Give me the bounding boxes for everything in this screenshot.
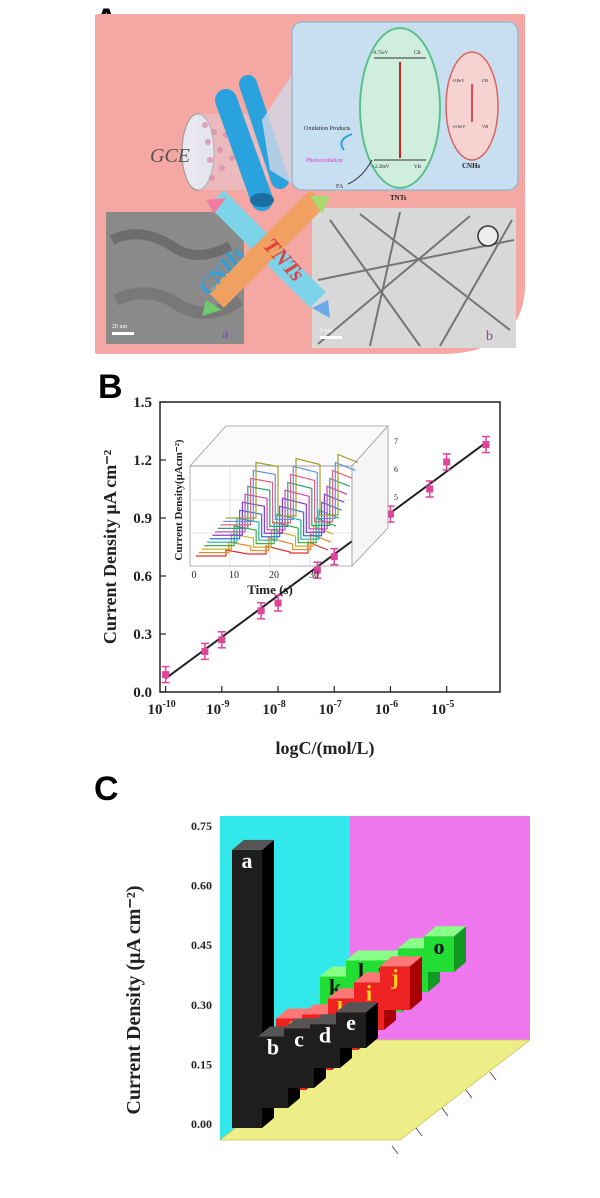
micrograph-a-scale: 20 nm	[112, 324, 128, 330]
calibration-x-axis-label: logC/(mol/L)	[276, 738, 375, 759]
cnhs-band-label: CNHs	[462, 162, 481, 170]
data-point	[313, 561, 322, 579]
bar: e	[336, 1002, 378, 1048]
bar: j	[380, 956, 422, 1010]
inset-y-axis-label: Current Density(μAcm⁻²)	[173, 439, 185, 560]
schematic-panel: GCE -0.75eV CB +2.28eV VB TNTs -0.8eV CB…	[95, 14, 525, 354]
band-diagram-inset: -0.75eV CB +2.28eV VB TNTs -0.8eV CB +0.…	[291, 21, 519, 202]
panel-c-letter: C	[94, 770, 119, 808]
y-tick-label: 1.5	[133, 395, 152, 411]
bar-label: i	[366, 980, 372, 1005]
inset-trace	[226, 453, 359, 519]
data-point	[481, 435, 490, 454]
data-point	[425, 480, 434, 498]
micrograph-b: 5 nm b	[312, 208, 516, 348]
inset-trace	[209, 501, 342, 540]
tnts-vb-label: VB	[414, 165, 422, 170]
y-tick-label: 0.3	[133, 627, 152, 643]
micrograph-a-label: a	[222, 327, 229, 342]
data-point	[442, 453, 451, 471]
inset-x-ticks: 0 10 20 30	[192, 570, 320, 581]
data-point	[257, 602, 266, 620]
calibration-inset: 0 10 20 30 5 6 7 Current Density(μAcm⁻²) Time…	[173, 424, 398, 597]
data-point	[217, 631, 226, 649]
bar-label: c	[294, 1026, 304, 1051]
inset-trace	[220, 469, 353, 526]
tnts-band-label: TNTs	[390, 194, 407, 202]
x-tick-label: 10-10	[147, 699, 175, 718]
inset-trace	[198, 533, 331, 554]
bar-label: l	[358, 958, 364, 983]
bar-label: a	[242, 848, 253, 873]
x-tick-label: 10-9	[206, 699, 229, 718]
cnhs-vb-label: VB	[482, 124, 488, 129]
inset-x-tick-label: 20	[269, 570, 279, 581]
y-tick-label: 0.30	[191, 998, 212, 1012]
y-tick-label: 0.9	[133, 511, 152, 527]
cnhs-cb-value: -0.8eV	[452, 78, 465, 83]
cnhs-cb-label: CB	[482, 78, 488, 83]
inset-trace	[217, 477, 351, 529]
data-point	[330, 547, 339, 566]
inset-z-tick-label: 6	[394, 465, 398, 474]
y-tick-label: 0.00	[191, 1117, 212, 1131]
gce-label: GCE	[150, 145, 190, 167]
micrograph-a: 20 nm a	[106, 212, 244, 344]
inset-x-tick-label: 10	[229, 570, 239, 581]
calibration-plot-frame	[159, 401, 501, 693]
oxidation-label: Oxidation Products	[304, 126, 351, 132]
micrograph-b-scale: 5 nm	[320, 328, 333, 334]
x-tick-label: 10-8	[262, 699, 285, 718]
panel-b-letter: B	[98, 368, 123, 406]
interference-y-axis-label: Current Density (μA cm⁻²)	[123, 885, 145, 1114]
inset-z-tick-label: 5	[394, 493, 398, 502]
cnhs-vb-value: +0.8eV	[452, 124, 466, 129]
y-tick-label: 0.6	[133, 569, 152, 585]
inset-traces	[196, 453, 359, 557]
fa-label: FA	[336, 184, 344, 190]
photooxidation-label: Photooxidation	[306, 158, 343, 164]
bar-label: d	[319, 1022, 331, 1047]
calibration-x-ticks: 10-10 10-9 10-8 10-7 10-6 10-5	[147, 686, 454, 718]
inset-trace	[206, 509, 340, 543]
bar: o	[424, 926, 466, 972]
bar-label: e	[346, 1010, 356, 1035]
floor-ticks	[391, 1071, 497, 1155]
inset-x-tick-label: 0	[192, 570, 197, 581]
interference-y-ticks: 0.00 0.15 0.30 0.45 0.60 0.75	[191, 819, 212, 1131]
data-point	[161, 665, 170, 684]
y-tick-label: 0.0	[133, 685, 152, 701]
y-tick-label: 1.2	[133, 453, 152, 469]
tnts-vb-value: +2.28eV	[372, 165, 390, 170]
inset-x-tick-label: 30	[309, 570, 319, 581]
interference-bars: klmnofghijabcde	[232, 839, 466, 1128]
x-tick-label: 10-6	[375, 699, 398, 718]
x-tick-label: 10-5	[431, 699, 454, 718]
bar-label: b	[267, 1034, 279, 1059]
inset-z-tick-label: 7	[394, 437, 398, 446]
calibration-y-axis-label: Current Density μA cm⁻²	[100, 450, 120, 644]
y-tick-label: 0.75	[191, 819, 212, 833]
inset-trace	[223, 461, 356, 523]
calibration-y-ticks: 0.0 0.3 0.6 0.9 1.2 1.5	[133, 395, 166, 701]
x-tick-label: 10-7	[319, 699, 342, 718]
bar-label: j	[390, 964, 398, 989]
data-point	[200, 642, 209, 661]
y-tick-label: 0.15	[191, 1057, 212, 1071]
tnts-cb-value: -0.75eV	[372, 51, 389, 56]
y-tick-label: 0.45	[191, 938, 212, 952]
micrograph-b-label: b	[486, 329, 493, 344]
tnts-cb-label: CB	[414, 51, 421, 56]
inset-z-ticks: 5 6 7	[394, 437, 398, 502]
y-tick-label: 0.60	[191, 879, 212, 893]
data-point	[274, 594, 283, 612]
inset-x-axis-label: Time (s)	[247, 582, 293, 597]
nanohorn-coating	[202, 122, 235, 181]
bar-label: o	[434, 934, 445, 959]
